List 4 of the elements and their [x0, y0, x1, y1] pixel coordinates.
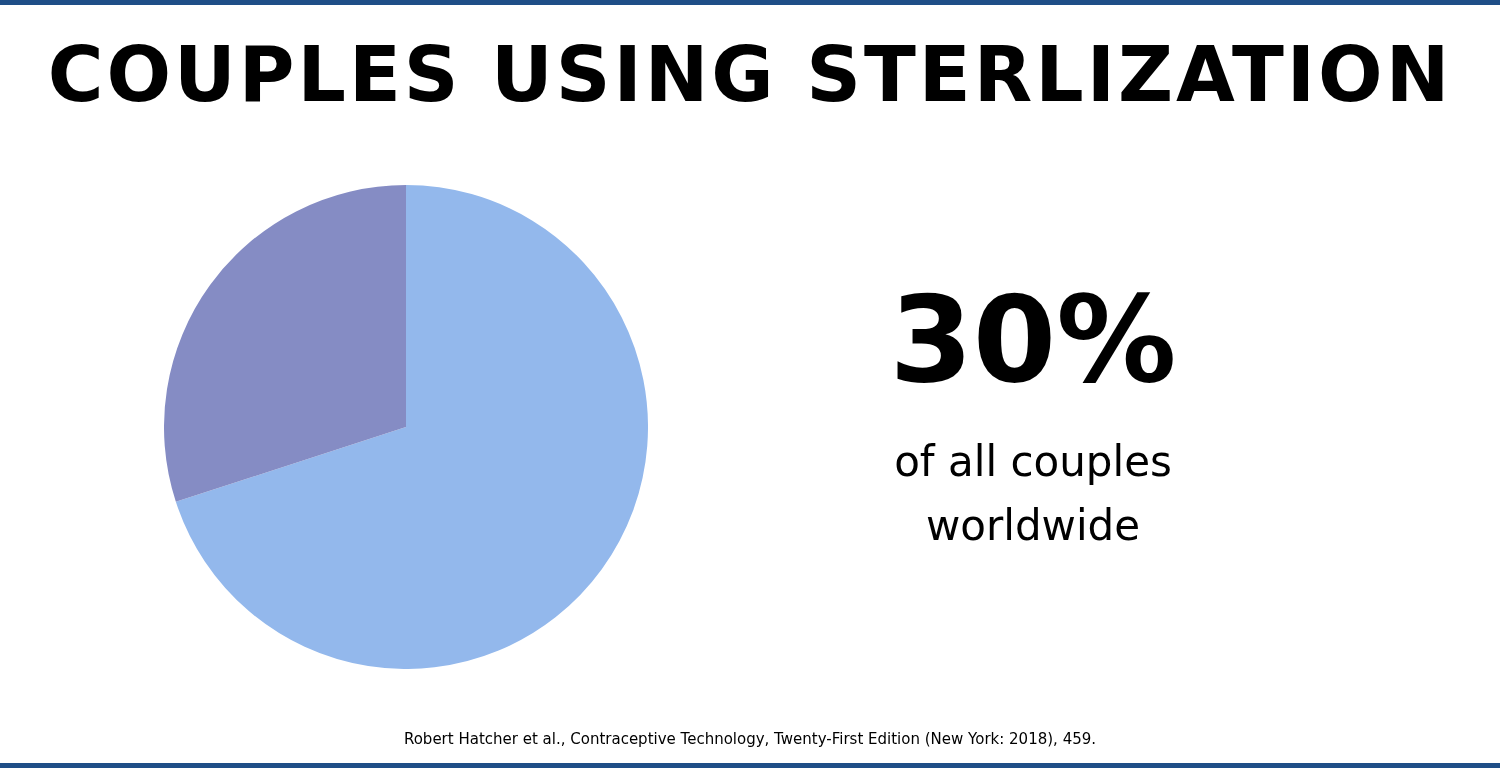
chart-title: COUPLES USING STERLIZATION — [46, 30, 1454, 119]
text: of all couples worldwide — [893, 436, 1173, 552]
text: Robert Hatcher et al., Contraceptive Technology, Twenty-First Edition (New York: 2018), 459. — [402, 730, 1098, 748]
text: 30% — [888, 270, 1178, 409]
